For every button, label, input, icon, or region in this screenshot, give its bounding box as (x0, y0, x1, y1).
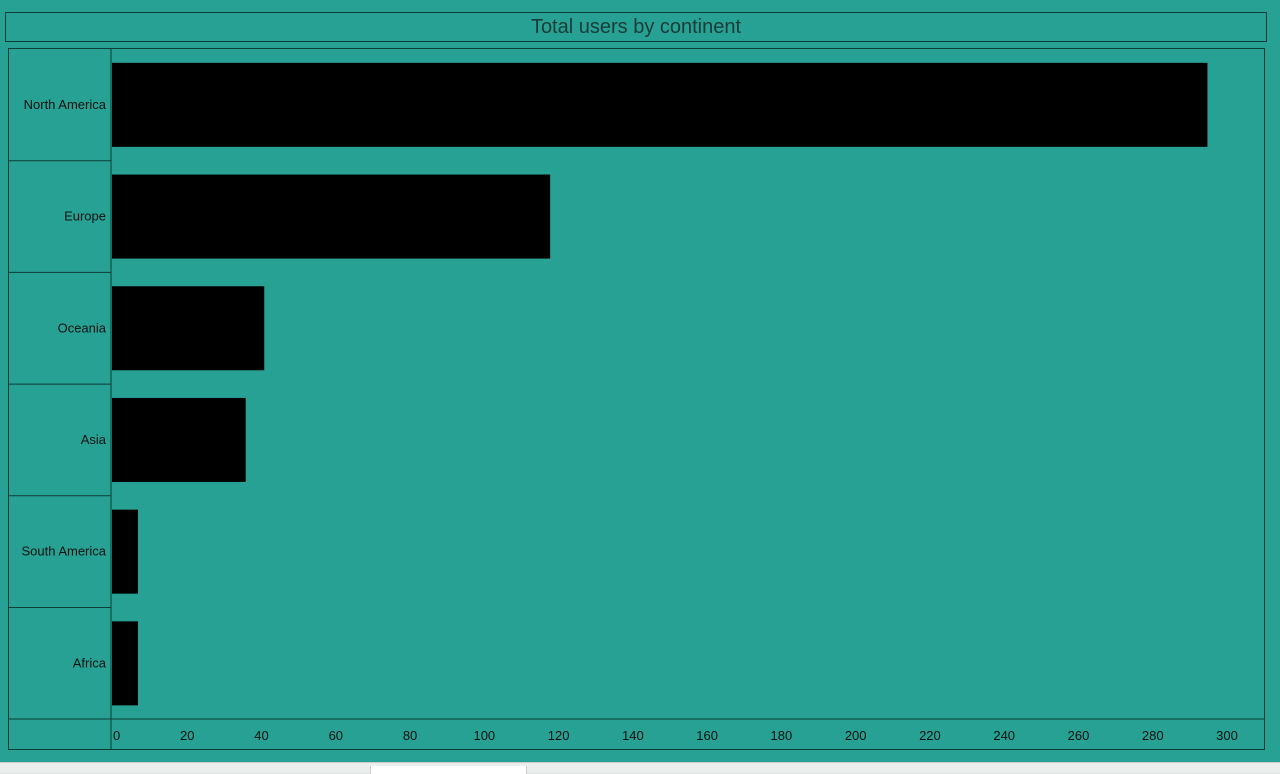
bar (112, 286, 265, 371)
x-tick-label: 180 (771, 728, 793, 743)
x-tick-label: 80 (403, 728, 417, 743)
bar (112, 509, 138, 594)
chart-frame (8, 48, 1265, 750)
x-tick-label: 260 (1068, 728, 1090, 743)
category-label: South America (21, 544, 106, 559)
x-tick-label: 140 (622, 728, 644, 743)
footer-tab-strip (0, 762, 1280, 774)
category-label: Asia (81, 432, 107, 447)
x-tick-label: 20 (180, 728, 194, 743)
footer-tab-active[interactable] (370, 766, 527, 774)
chart-title: Total users by continent (5, 12, 1267, 42)
bar (112, 621, 138, 706)
x-tick-label: 120 (548, 728, 570, 743)
x-tick-label: 0 (113, 728, 120, 743)
x-tick-label: 220 (919, 728, 941, 743)
x-tick-label: 100 (473, 728, 495, 743)
category-label: Oceania (58, 320, 107, 335)
x-tick-label: 200 (845, 728, 867, 743)
category-label: Africa (73, 655, 107, 670)
category-label: Europe (64, 209, 106, 224)
x-tick-label: 300 (1216, 728, 1238, 743)
x-tick-label: 60 (329, 728, 343, 743)
x-tick-label: 40 (254, 728, 268, 743)
bar (112, 62, 1208, 147)
x-tick-label: 160 (696, 728, 718, 743)
bar (112, 397, 246, 482)
x-tick-label: 280 (1142, 728, 1164, 743)
bar (112, 174, 551, 259)
category-label: North America (24, 97, 107, 112)
x-tick-label: 240 (993, 728, 1015, 743)
